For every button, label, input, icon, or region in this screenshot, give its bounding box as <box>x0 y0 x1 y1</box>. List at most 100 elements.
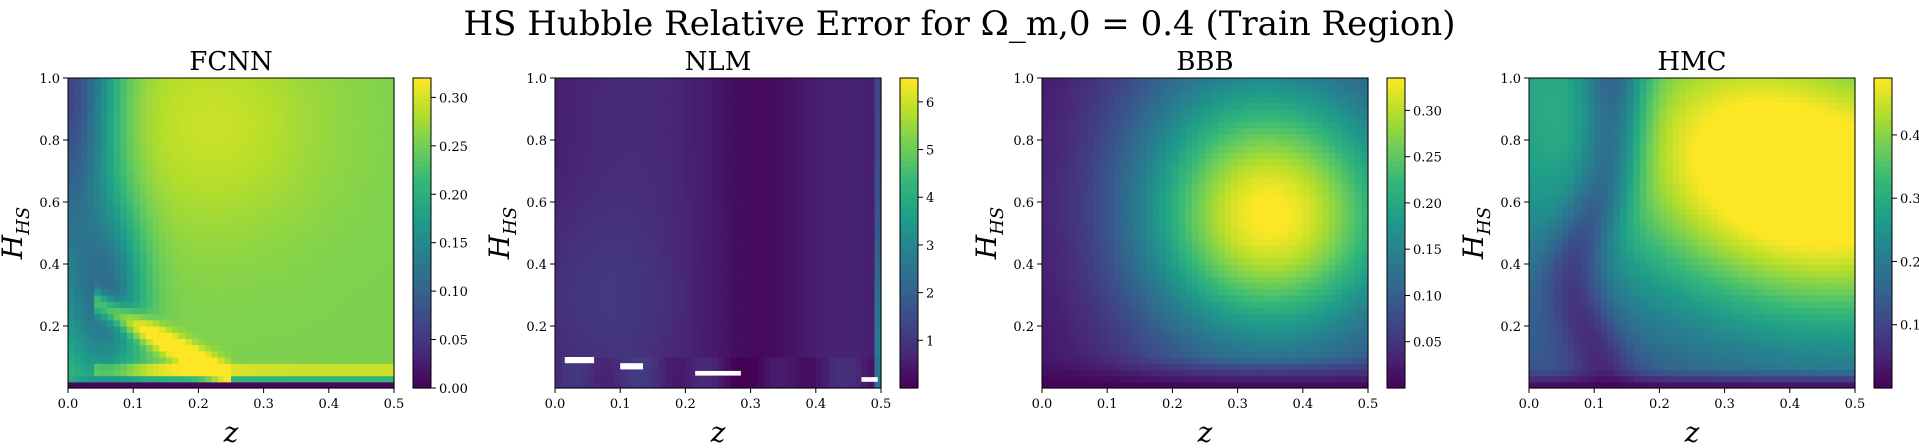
heatmap-cell <box>763 319 771 327</box>
heatmap-cell <box>354 288 362 296</box>
heatmap-cell <box>633 195 641 203</box>
heatmap-cell <box>587 245 595 253</box>
heatmap-cell <box>854 202 863 209</box>
heatmap-cell <box>757 282 765 290</box>
heatmap-cell <box>380 140 389 147</box>
heatmap-cell <box>322 319 330 327</box>
heatmap-cell <box>231 189 239 197</box>
heatmap-cell <box>757 140 765 147</box>
heatmap-cell <box>211 295 219 302</box>
heatmap-cell <box>211 264 219 271</box>
heatmap-cell <box>704 177 713 184</box>
heatmap-cell <box>211 245 219 253</box>
heatmap-cell <box>191 344 199 352</box>
heatmap-cell <box>718 164 726 172</box>
heatmap-cell <box>770 319 778 327</box>
heatmap-cell <box>737 164 745 172</box>
heatmap-cell <box>68 171 76 178</box>
heatmap-cell <box>361 344 369 352</box>
heatmap-cell <box>250 270 258 277</box>
heatmap-cell <box>568 264 576 271</box>
heatmap-cell <box>244 78 252 85</box>
heatmap-cell <box>776 233 784 240</box>
heatmap-cell <box>113 344 121 352</box>
heatmap-cell <box>276 350 284 358</box>
heatmap-cell <box>828 146 836 153</box>
heatmap-cell <box>348 313 356 321</box>
heatmap-cell <box>380 90 389 98</box>
heatmap-cell <box>322 282 330 290</box>
heatmap-cell <box>283 264 291 271</box>
heatmap-cell <box>796 264 804 271</box>
heatmap-cell <box>328 301 336 308</box>
heatmap-cell <box>587 152 595 160</box>
heatmap-cell <box>861 338 869 346</box>
heatmap-cell <box>231 264 239 271</box>
heatmap-cell <box>348 307 356 315</box>
heatmap-cell <box>191 264 199 271</box>
heatmap-cell <box>809 369 817 377</box>
heatmap-cell <box>854 264 863 271</box>
heatmap-cell <box>561 115 569 122</box>
heatmap-cell <box>354 152 362 160</box>
heatmap-cell <box>587 214 595 222</box>
heatmap-cell <box>750 270 758 277</box>
heatmap-cell <box>561 189 569 197</box>
heatmap-cell <box>94 276 102 284</box>
heatmap-cell <box>348 245 356 253</box>
heatmap-cell <box>211 375 219 383</box>
heatmap-cell <box>133 332 141 339</box>
heatmap-cell <box>665 140 673 147</box>
heatmap-cell <box>87 90 95 98</box>
heatmap-cell <box>802 78 810 85</box>
heatmap-cell <box>354 257 362 265</box>
heatmap-cell <box>165 381 173 389</box>
heatmap-cell <box>750 96 758 104</box>
heatmap-cell <box>348 102 356 110</box>
heatmap-cell <box>211 90 219 98</box>
heatmap-cell <box>244 338 252 346</box>
heatmap-cell <box>796 195 804 203</box>
heatmap-cell <box>335 96 343 104</box>
heatmap-cell <box>587 313 595 321</box>
heatmap-cell <box>561 295 569 302</box>
heatmap-cell <box>555 276 563 284</box>
colorbar-segment <box>413 248 431 255</box>
heatmap-cell <box>815 319 823 327</box>
heatmap-cell <box>68 226 76 234</box>
heatmap-cell <box>796 363 804 370</box>
heatmap-cell <box>776 282 784 290</box>
heatmap-cell <box>309 233 317 240</box>
heatmap-cell <box>139 226 147 234</box>
heatmap-cell <box>822 338 830 346</box>
heatmap-cell <box>387 127 395 135</box>
heatmap-cell <box>237 109 245 116</box>
heatmap-cell <box>224 301 232 308</box>
heatmap-cell <box>809 208 817 215</box>
heatmap-cell <box>250 140 258 147</box>
heatmap-cell <box>237 115 245 122</box>
heatmap-cell <box>387 264 395 271</box>
heatmap-cell <box>276 313 284 321</box>
heatmap-cell <box>815 270 823 277</box>
heatmap-cell <box>159 313 167 321</box>
heatmap-cell <box>309 109 317 116</box>
heatmap-cell <box>191 288 199 296</box>
heatmap-cell <box>380 214 389 222</box>
heatmap-cell <box>581 239 589 246</box>
heatmap-cell <box>133 326 141 333</box>
heatmap-cell <box>224 295 232 302</box>
heatmap-cell <box>783 183 791 191</box>
heatmap-cell <box>652 171 660 178</box>
heatmap-cell <box>107 288 115 296</box>
heatmap-cell <box>737 214 745 222</box>
heatmap-cell <box>133 375 141 383</box>
heatmap-cell <box>120 152 128 160</box>
heatmap-cell <box>639 350 647 358</box>
heatmap-cell <box>380 276 389 284</box>
heatmap-cell <box>613 357 621 364</box>
heatmap-cell <box>185 357 193 364</box>
heatmap-cell <box>309 171 317 178</box>
heatmap-cell <box>581 295 589 302</box>
heatmap-cell <box>107 375 115 383</box>
